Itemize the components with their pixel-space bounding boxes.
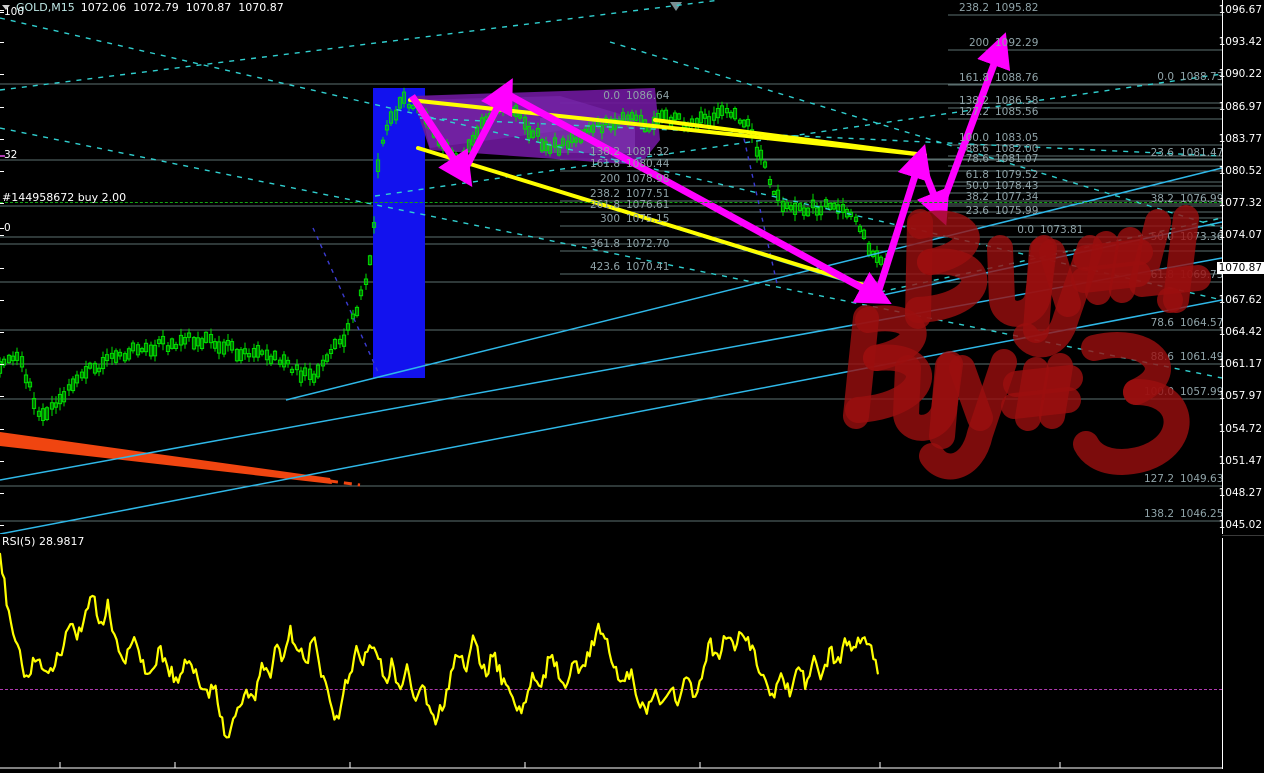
order-label: #144958672 buy 2.00 [2,191,127,204]
handwritten-annotation-buy4 [905,205,1211,358]
order-price-line[interactable] [0,202,1222,203]
price-axis-label: 1093.42 [1218,36,1262,49]
price-axis-label: 1057.97 [1218,390,1262,403]
fib-level-label: 38.2 1077.34 [965,191,1039,203]
fib-level-label: 200 1078.98 [599,173,670,185]
price-axis-tick [0,428,4,430]
rsi-level-marker [0,155,5,157]
fib-level-label: 23.6 1075.99 [965,205,1039,217]
price-axis-label: 1086.97 [1218,100,1262,113]
fib-level-label: 50.0 1078.43 [965,180,1039,192]
fib-level-label: 261.8 1076.61 [589,199,670,211]
fib-level-label: 161.8 1080.44 [589,158,670,170]
chart-marker-icon [670,2,682,11]
price-axis-tick [0,10,4,11]
fib-level-label: 238.2 1077.51 [589,188,670,200]
fib-level-label: 0.0 1073.81 [1017,224,1084,236]
fib-level-label: 0.0 1088.73 [1157,71,1222,83]
fib-level-label: 78.6 1064.57 [1150,317,1222,329]
price-axis-tick [0,267,4,269]
rsi-indicator-pane[interactable]: RSI(5) 28.9817 [0,534,1222,769]
fib-level-label: 127.2 1085.56 [958,106,1039,118]
main-price-pane[interactable]: #144958672 buy 2.00 0.0 1086.64 138.2 1081.… [0,0,1222,534]
fib-level-label: 200 1092.29 [968,37,1039,49]
price-axis-tick [0,525,4,527]
price-axis-tick [0,364,4,366]
price-axis-label: 1080.52 [1218,165,1262,177]
rsi-line [0,552,1222,769]
fib-level-label: 127.2 1049.63 [1143,473,1222,485]
price-axis-tick [0,74,4,76]
handwritten-annotation-buy3 [843,305,1190,480]
rsi-axis-label: 0 [4,222,11,234]
price-axis-tick [0,235,4,237]
price-axis-label: 1051.47 [1218,454,1262,467]
fib-level-label: 88.6 1082.00 [965,143,1039,155]
fib-level-label: 38.2 1076.99 [1150,193,1222,205]
fib-level-label: 238.2 1095.82 [958,2,1039,14]
price-axis-tick [0,460,4,462]
price-axis-tick [0,171,4,172]
price-axis-label: 1083.77 [1218,132,1262,145]
fib-level-label: 100.0 1083.05 [958,132,1039,144]
rsi-axis-tick [0,228,4,229]
price-axis-tick [0,203,4,205]
rsi-axis-rule [1222,538,1223,773]
rsi-axis-tick [0,12,4,13]
price-axis-label: 1090.22 [1218,68,1262,81]
blue-zone-rect[interactable] [0,0,1222,534]
price-axis-tick [0,138,4,140]
chart-header: GOLD,M15 1072.06 1072.79 1070.87 1070.87 [0,0,1222,14]
price-axis-label: 1045.02 [1218,519,1262,532]
rsi-axis-label: 32 [4,149,18,161]
rsi-label: RSI(5) 28.9817 [2,535,85,548]
price-axis-tick [0,299,4,301]
triangle-down-icon[interactable] [2,4,10,10]
ohlc-values: 1072.06 1072.79 1070.87 1070.87 [80,0,284,14]
price-axis-label: 1061.17 [1218,358,1262,371]
price-axis-label: 1096.67 [1218,4,1262,16]
fib-level-label: 23.6 1081.47 [1150,147,1222,159]
fib-level-label: 423.6 1070.41 [589,261,670,273]
price-axis-label: 1077.32 [1218,197,1262,210]
price-axis-tick [0,493,4,494]
price-axis-label: 1074.07 [1218,229,1262,242]
fib-level-label: 138.2 1046.25 [1143,508,1222,520]
price-axis-label: 1048.27 [1218,487,1262,499]
fib-level-label: 361.8 1072.70 [589,238,670,250]
price-axis-tick [0,332,4,333]
orange-zone-band[interactable] [0,0,1222,534]
price-axis-tick [0,106,4,108]
price-axis-label: 1054.72 [1218,422,1262,435]
fib-level-label: 0.0 1086.64 [603,90,670,102]
fib-level-label: 78.6 1081.07 [965,153,1039,165]
fib-level-label: 61.8 1079.52 [965,169,1039,181]
current-price-label: 1070.87 [1216,261,1264,274]
fib-level-label: 300 1075.15 [599,213,670,225]
rsi-level-line [0,689,1222,690]
fib-level-label: 138.2 1081.32 [589,146,670,158]
fib-level-label: 138.2 1086.58 [958,95,1039,107]
fib-level-label: 161.8 1088.76 [958,72,1039,84]
cyan-dotted-lines[interactable] [0,0,1222,534]
symbol-label: GOLD,M15 [16,0,75,14]
magenta-zigzag-arrows[interactable] [0,0,1222,534]
price-axis-tick [0,396,4,398]
price-axis-label: 1067.62 [1218,293,1262,306]
price-axis-label: 1064.42 [1218,326,1262,338]
price-axis-tick [0,42,4,44]
bottom-bar [0,769,1264,773]
